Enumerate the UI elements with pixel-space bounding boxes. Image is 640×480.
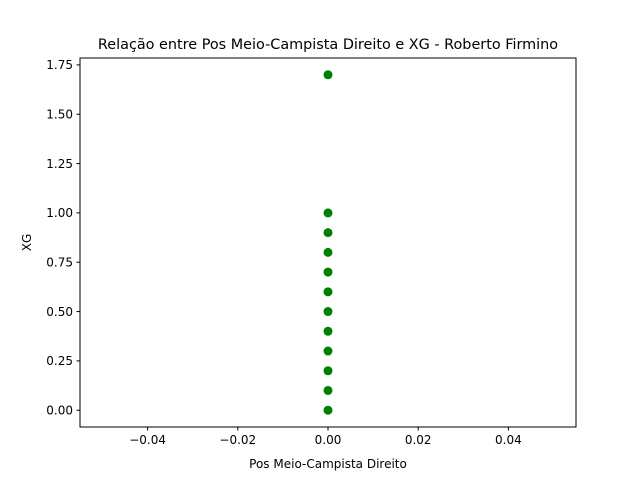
- data-point-8: [323, 247, 333, 257]
- x-tick-label-2: 0.00: [315, 433, 342, 447]
- y-tick-label-1: 0.25: [46, 354, 73, 368]
- data-point-2: [323, 366, 333, 376]
- y-tick-label-7: 1.75: [46, 58, 73, 72]
- y-axis: 0.00 0.25 0.50 0.75 1.00 1.25 1.50 1.75: [46, 58, 80, 418]
- y-tick-label-0: 0.00: [46, 404, 73, 418]
- data-point-10: [323, 208, 333, 218]
- x-axis-label: Pos Meio-Campista Direito: [249, 457, 407, 471]
- y-axis-label: XG: [20, 234, 34, 252]
- x-tick-label-4: 0.04: [495, 433, 522, 447]
- data-point-11: [323, 70, 333, 80]
- chart-title: Relação entre Pos Meio-Campista Direito …: [98, 37, 558, 53]
- y-tick-label-6: 1.50: [46, 108, 73, 122]
- data-point-4: [323, 326, 333, 336]
- data-point-1: [323, 385, 333, 395]
- y-tick-label-4: 1.00: [46, 206, 73, 220]
- y-tick-label-2: 0.50: [46, 305, 73, 319]
- data-point-5: [323, 307, 333, 317]
- x-tick-label-1: −0.02: [219, 433, 256, 447]
- x-tick-label-0: −0.04: [129, 433, 166, 447]
- y-tick-label-5: 1.25: [46, 157, 73, 171]
- points-layer: [323, 70, 333, 415]
- y-tick-label-3: 0.75: [46, 256, 73, 270]
- x-axis: −0.04 −0.02 0.00 0.02 0.04: [129, 427, 522, 447]
- data-point-0: [323, 405, 333, 415]
- data-point-7: [323, 267, 333, 277]
- x-tick-label-3: 0.02: [405, 433, 432, 447]
- data-point-9: [323, 228, 333, 238]
- data-point-6: [323, 287, 333, 297]
- data-point-3: [323, 346, 333, 356]
